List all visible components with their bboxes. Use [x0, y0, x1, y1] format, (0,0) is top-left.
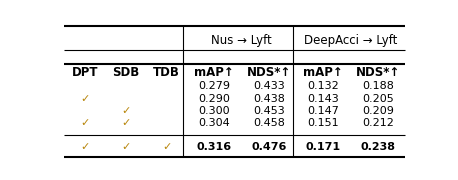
- Text: ✓: ✓: [80, 94, 89, 104]
- Text: 0.147: 0.147: [307, 106, 339, 116]
- Text: 0.143: 0.143: [307, 94, 339, 104]
- Text: DPT: DPT: [71, 66, 98, 79]
- Text: 0.304: 0.304: [198, 118, 230, 129]
- Text: TDB: TDB: [153, 66, 180, 79]
- Text: 0.453: 0.453: [253, 106, 285, 116]
- Text: ✓: ✓: [162, 142, 171, 152]
- Text: 0.205: 0.205: [362, 94, 394, 104]
- Text: ✓: ✓: [80, 118, 89, 129]
- Text: 0.171: 0.171: [306, 142, 341, 152]
- Text: 0.209: 0.209: [362, 106, 394, 116]
- Text: 0.458: 0.458: [253, 118, 285, 129]
- Text: 0.433: 0.433: [253, 81, 285, 91]
- Text: 0.316: 0.316: [197, 142, 232, 152]
- Text: SDB: SDB: [112, 66, 139, 79]
- Text: 0.279: 0.279: [198, 81, 230, 91]
- Text: ✓: ✓: [121, 106, 131, 116]
- Text: 0.300: 0.300: [198, 106, 230, 116]
- Text: 0.476: 0.476: [251, 142, 287, 152]
- Text: 0.132: 0.132: [307, 81, 339, 91]
- Text: ✓: ✓: [80, 142, 89, 152]
- Text: mAP↑: mAP↑: [304, 66, 343, 79]
- Text: 0.438: 0.438: [253, 94, 285, 104]
- Text: 0.151: 0.151: [307, 118, 339, 129]
- Text: mAP↑: mAP↑: [194, 66, 234, 79]
- Text: NDS*↑: NDS*↑: [356, 66, 400, 79]
- Text: ✓: ✓: [121, 118, 131, 129]
- Text: NDS*↑: NDS*↑: [246, 66, 291, 79]
- Text: Nus → Lyft: Nus → Lyft: [211, 34, 272, 47]
- Text: 0.212: 0.212: [362, 118, 394, 129]
- Text: 0.238: 0.238: [360, 142, 395, 152]
- Text: 0.188: 0.188: [362, 81, 394, 91]
- Text: DeepAcci → Lyft: DeepAcci → Lyft: [304, 34, 397, 47]
- Text: 0.290: 0.290: [198, 94, 230, 104]
- Text: ✓: ✓: [121, 142, 131, 152]
